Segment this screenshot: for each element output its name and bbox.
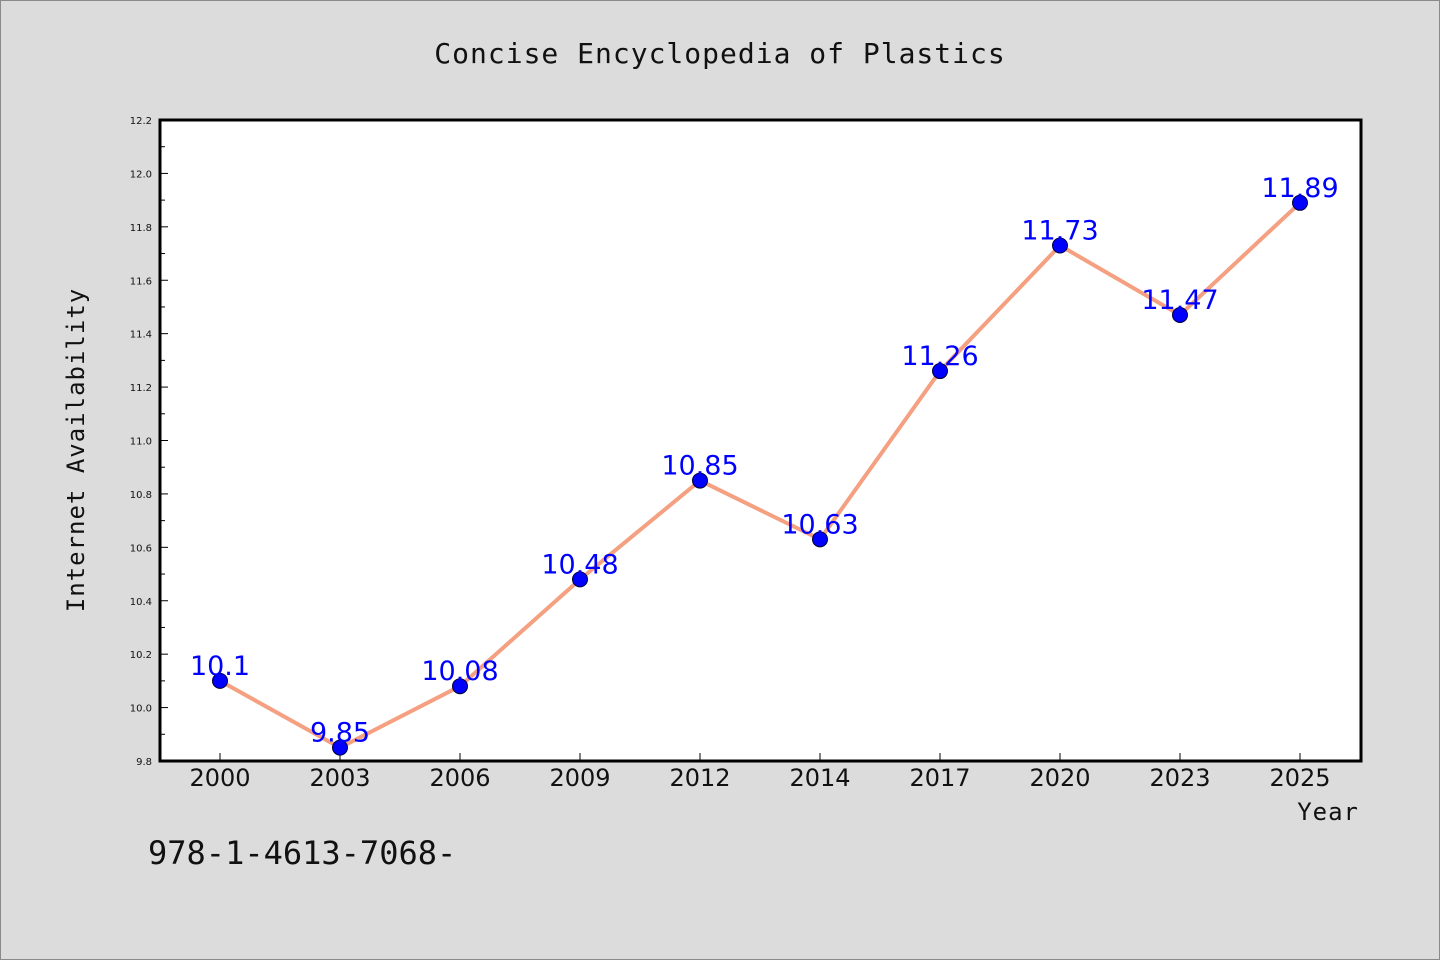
data-point <box>1052 237 1068 254</box>
data-point <box>812 531 828 548</box>
y-tick-label: 10.0 <box>130 704 152 715</box>
x-tick-label: 2020 <box>1029 764 1090 792</box>
y-tick-label: 12.2 <box>130 116 152 127</box>
x-tick-label: 2000 <box>189 764 250 792</box>
y-axis-label: Internet Availability <box>62 288 90 612</box>
data-point <box>212 672 228 689</box>
x-tick-label: 2006 <box>429 764 490 792</box>
data-label: 10.63 <box>781 509 858 540</box>
data-label: 10.08 <box>421 656 498 687</box>
data-label: 9.85 <box>310 718 370 749</box>
data-label: 10.48 <box>541 549 618 580</box>
y-axis-ticks: 9.8 10.0 10.2 10.4 10.6 10.8 11.0 11.2 11.4 11.6 1… <box>130 116 168 768</box>
isbn-text: 978-1-4613-7068- <box>148 834 456 872</box>
series-layer: 10.1 9.85 10.08 10.48 10.85 10.63 11.26 11.73 11… <box>190 173 1339 756</box>
y-tick-label: 11.6 <box>130 276 152 287</box>
x-tick-label: 2003 <box>309 764 370 792</box>
series-line <box>218 200 1302 750</box>
x-tick-label: 2009 <box>549 764 610 792</box>
data-point <box>332 739 348 756</box>
y-tick-label: 10.6 <box>130 543 152 554</box>
y-tick-label: 11.2 <box>130 383 152 394</box>
y-tick-label: 10.4 <box>130 597 152 608</box>
data-label: 11.73 <box>1021 216 1098 247</box>
x-tick-label: 2023 <box>1149 764 1210 792</box>
x-tick-label: 2017 <box>909 764 970 792</box>
y-tick-label: 11.8 <box>130 223 152 234</box>
data-point <box>692 472 708 489</box>
chart-title: Concise Encyclopedia of Plastics <box>434 37 1005 70</box>
data-point <box>1172 306 1188 323</box>
data-point <box>932 363 948 380</box>
y-tick-label: 11.0 <box>130 437 152 448</box>
data-label: 11.47 <box>1141 285 1218 316</box>
y-tick-label: 11.4 <box>130 330 152 341</box>
x-tick-label: 2025 <box>1269 764 1330 792</box>
y-tick-label: 12.0 <box>130 169 152 180</box>
data-point <box>572 571 588 588</box>
data-point <box>452 678 468 695</box>
x-tick-label: 2012 <box>669 764 730 792</box>
plot-area <box>158 118 1363 763</box>
data-point <box>1292 194 1308 211</box>
y-tick-label: 10.8 <box>130 490 152 501</box>
data-label: 11.26 <box>901 341 978 372</box>
data-label: 10.85 <box>661 451 738 482</box>
x-axis-ticks: 2000 2003 2006 2009 2012 2014 2017 2020 2023 2025 <box>189 753 1331 792</box>
data-label: 10.1 <box>190 651 250 682</box>
y-tick-label: 10.2 <box>130 650 152 661</box>
x-tick-label: 2014 <box>789 764 850 792</box>
data-label: 11.89 <box>1261 173 1338 204</box>
x-axis-label: Year <box>1297 798 1359 826</box>
y-tick-label: 9.8 <box>136 757 152 768</box>
